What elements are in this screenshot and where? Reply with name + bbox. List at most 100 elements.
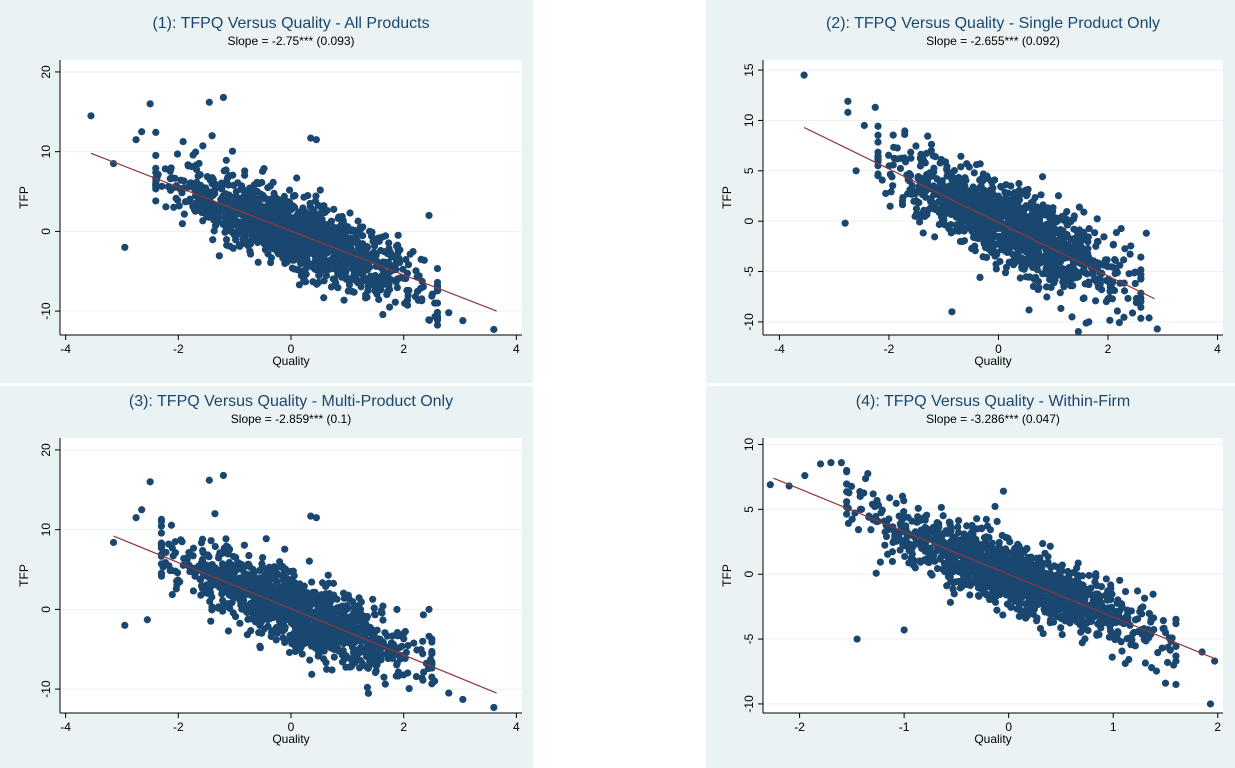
data-point bbox=[1000, 211, 1007, 218]
data-point bbox=[388, 639, 395, 646]
data-point bbox=[300, 277, 307, 284]
data-point bbox=[379, 616, 386, 623]
y-axis-label: TFP bbox=[17, 564, 31, 587]
data-point bbox=[386, 304, 393, 311]
data-point bbox=[459, 696, 466, 703]
data-point bbox=[227, 214, 234, 221]
data-point bbox=[1068, 274, 1075, 281]
data-point bbox=[372, 669, 379, 676]
data-point bbox=[181, 211, 188, 218]
data-point bbox=[110, 539, 117, 546]
data-point bbox=[299, 224, 306, 231]
panel-3: -4 -2 0 2 4 -10 0 10 20 (3): TFPQ Versus Quality … bbox=[0, 386, 533, 768]
data-point bbox=[328, 218, 335, 225]
x-axis-label: Quality bbox=[974, 354, 1011, 368]
data-point bbox=[1035, 256, 1042, 263]
data-point bbox=[236, 241, 243, 248]
data-point bbox=[1047, 543, 1054, 550]
data-point bbox=[1090, 258, 1097, 265]
data-point bbox=[254, 239, 261, 246]
data-point bbox=[281, 256, 288, 263]
data-point bbox=[1129, 309, 1136, 316]
data-point bbox=[1059, 279, 1066, 286]
data-point bbox=[885, 152, 892, 159]
data-point bbox=[219, 605, 226, 612]
data-point bbox=[877, 558, 884, 565]
data-point bbox=[1094, 279, 1101, 286]
data-point bbox=[335, 213, 342, 220]
data-point bbox=[147, 100, 154, 107]
data-point bbox=[1137, 315, 1144, 322]
data-point bbox=[192, 149, 199, 156]
data-point bbox=[256, 622, 263, 629]
data-point bbox=[889, 558, 896, 565]
data-point bbox=[264, 250, 271, 257]
data-point bbox=[245, 552, 252, 559]
y-tick-label: 20 bbox=[39, 65, 53, 79]
chart-title: (3): TFPQ Versus Quality - Multi-Product… bbox=[129, 393, 453, 410]
data-point bbox=[882, 190, 889, 197]
data-point bbox=[321, 209, 328, 216]
data-point bbox=[328, 283, 335, 290]
data-point bbox=[1092, 243, 1099, 250]
data-point bbox=[379, 311, 386, 318]
data-point bbox=[1053, 229, 1060, 236]
data-point bbox=[394, 275, 401, 282]
data-point bbox=[978, 176, 985, 183]
data-point bbox=[226, 605, 233, 612]
data-point bbox=[264, 623, 271, 630]
data-point bbox=[302, 266, 309, 273]
data-point bbox=[339, 602, 346, 609]
data-point bbox=[241, 167, 248, 174]
data-point bbox=[372, 236, 379, 243]
data-point bbox=[324, 602, 331, 609]
data-point bbox=[991, 176, 998, 183]
data-point bbox=[304, 192, 311, 199]
data-point bbox=[987, 526, 994, 533]
data-point bbox=[301, 627, 308, 634]
data-point bbox=[322, 590, 329, 597]
data-point bbox=[1011, 202, 1018, 209]
data-point bbox=[872, 104, 879, 111]
data-point bbox=[316, 647, 323, 654]
data-point bbox=[239, 185, 246, 192]
data-point bbox=[258, 225, 265, 232]
data-point bbox=[1035, 218, 1042, 225]
data-point bbox=[997, 183, 1004, 190]
data-point bbox=[844, 98, 851, 105]
data-point bbox=[976, 184, 983, 191]
data-point bbox=[1015, 180, 1022, 187]
data-point bbox=[1143, 230, 1150, 237]
data-point bbox=[1063, 220, 1070, 227]
data-point bbox=[425, 633, 432, 640]
data-point bbox=[308, 578, 315, 585]
data-point bbox=[209, 236, 216, 243]
data-point bbox=[225, 627, 232, 634]
data-point bbox=[158, 570, 165, 577]
data-point bbox=[1082, 280, 1089, 287]
data-point bbox=[247, 250, 254, 257]
data-point bbox=[952, 227, 959, 234]
x-tick-label: 1 bbox=[1110, 720, 1117, 734]
data-point bbox=[1092, 297, 1099, 304]
data-point bbox=[1043, 270, 1050, 277]
chart-subtitle: Slope = -2.655*** (0.092) bbox=[926, 34, 1060, 48]
data-point bbox=[306, 656, 313, 663]
data-point bbox=[394, 284, 401, 291]
data-point bbox=[252, 583, 259, 590]
data-point bbox=[219, 550, 226, 557]
data-point bbox=[331, 224, 338, 231]
data-point bbox=[434, 265, 441, 272]
data-point bbox=[290, 257, 297, 264]
data-point bbox=[325, 572, 332, 579]
data-point bbox=[236, 620, 243, 627]
data-point bbox=[1022, 238, 1029, 245]
data-point bbox=[246, 203, 253, 210]
data-point bbox=[843, 511, 850, 518]
data-point bbox=[251, 602, 258, 609]
data-point bbox=[280, 614, 287, 621]
data-point bbox=[223, 157, 230, 164]
data-point bbox=[284, 250, 291, 257]
data-point bbox=[158, 522, 165, 529]
